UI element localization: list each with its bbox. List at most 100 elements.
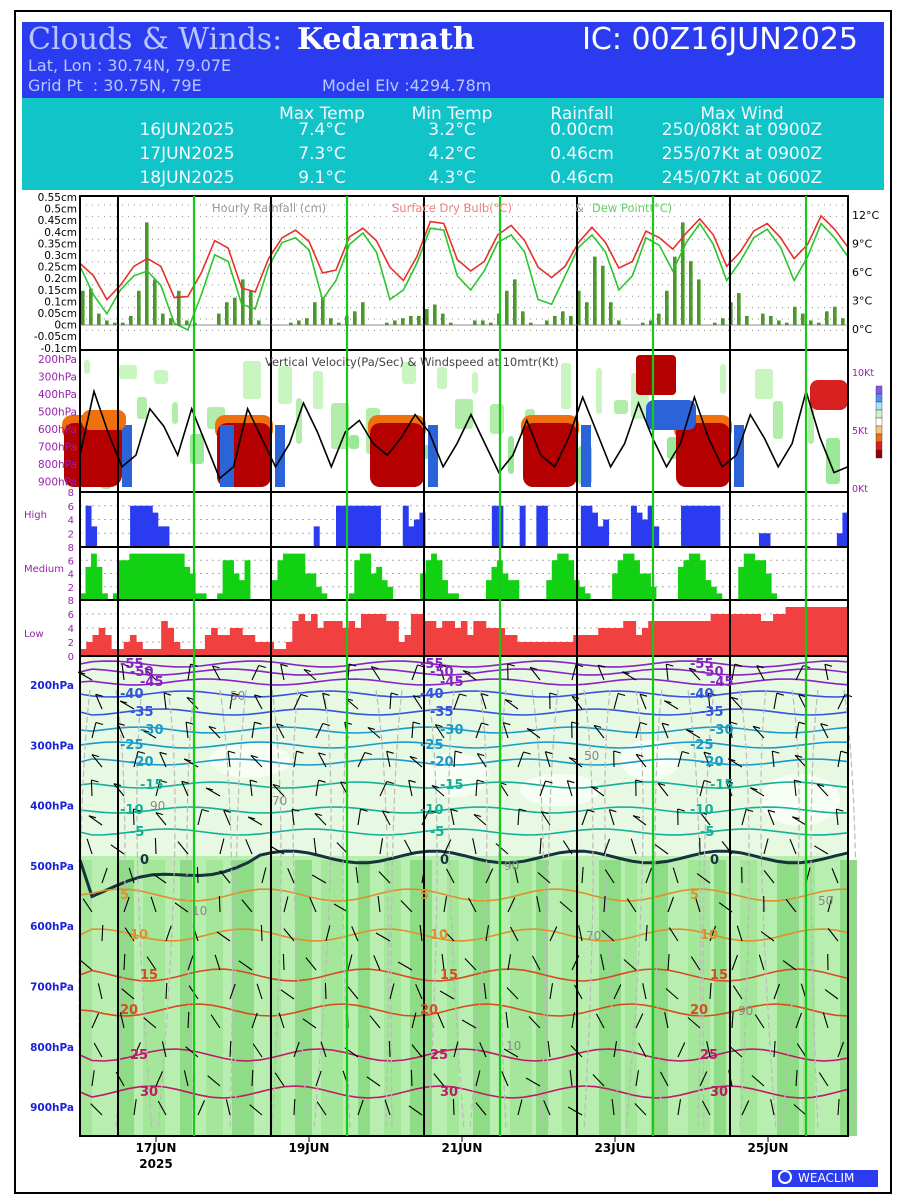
isotherm-line: [79, 888, 849, 902]
medium-bar: [683, 560, 690, 600]
rh-shade: [562, 860, 579, 1136]
low-bar: [460, 621, 468, 656]
low-bar: [154, 649, 162, 656]
isotherm-label: -20: [430, 755, 454, 770]
high-bar: [597, 526, 604, 547]
rain-bar: [641, 322, 645, 325]
logo-icon: [778, 1170, 792, 1184]
low-bar: [192, 649, 200, 656]
wind-barb-flag: [507, 663, 515, 667]
temp-series-line: [79, 214, 849, 301]
vv-legend-swatch: [875, 409, 883, 419]
wind-barb: [567, 1106, 583, 1116]
wind-barb: [249, 780, 253, 797]
low-bar: [123, 642, 131, 656]
medium-bar: [85, 566, 92, 600]
low-bar: [323, 621, 331, 656]
rain-bar: [657, 313, 661, 325]
high-bar: [703, 505, 710, 547]
rh-contour: [760, 689, 777, 1131]
wind-barb-flag: [657, 782, 666, 786]
wind-barb: [502, 722, 509, 739]
rh-contour: [427, 689, 438, 1131]
wind-barb: [529, 667, 541, 681]
wind-barb: [590, 786, 605, 797]
wind-barb: [741, 809, 747, 826]
wind-barb: [752, 725, 765, 739]
low-bar: [298, 614, 306, 656]
rh-contour: [448, 689, 465, 1131]
wind-barb-flag: [413, 695, 421, 699]
wind-barb: [410, 1069, 413, 1087]
wind-barb: [347, 663, 350, 681]
high-bar: [519, 505, 526, 547]
wind-barb: [196, 866, 199, 884]
vv-patch: [561, 363, 571, 409]
wind-barb: [699, 1071, 708, 1087]
wind-barb: [205, 787, 221, 797]
wind-barb: [566, 780, 573, 797]
wind-barb: [626, 898, 637, 913]
wind-barb-flag: [503, 722, 511, 726]
rh-contour: [313, 689, 332, 1131]
rh-shade: [625, 860, 637, 1136]
wind-barb-flag: [677, 808, 685, 812]
temp-series-line: [79, 222, 849, 332]
rain-ytick: -0.1cm: [41, 343, 78, 355]
wind-barb: [792, 816, 807, 826]
rh-contour: [810, 689, 819, 1131]
wind-barb-flag: [360, 808, 368, 812]
vv-updraft: [676, 423, 730, 487]
medium-bar: [123, 560, 130, 600]
low-bar: [448, 621, 456, 656]
wind-barb: [210, 1014, 221, 1029]
rh-contour: [498, 689, 507, 1131]
wind-barb: [388, 1040, 391, 1058]
wind-barb: [581, 809, 589, 826]
wind-barb: [357, 809, 362, 826]
wind-barb: [351, 926, 359, 942]
medium-bar: [173, 553, 180, 600]
summary-table: Max Temp Min Temp Rainfall Max Wind 16JU…: [22, 98, 884, 190]
rain-bar: [665, 290, 669, 325]
rh-shade: [206, 860, 223, 1136]
wind-barb: [251, 1069, 254, 1087]
wind-barb: [596, 1013, 605, 1029]
header-max-temp: Max Temp: [279, 104, 365, 124]
wind-barb: [225, 1099, 231, 1116]
wind-barb-flag: [635, 753, 644, 757]
wind-barb-flag: [450, 808, 458, 812]
low-bar: [598, 628, 605, 656]
wind-barb: [837, 1098, 840, 1116]
wind-barb: [293, 1098, 296, 1116]
rain-bar: [185, 320, 189, 325]
low-bar: [535, 642, 543, 656]
rain-bar: [713, 322, 717, 325]
rh-label: 90: [504, 859, 519, 873]
wind-barb: [574, 984, 583, 1000]
wind-barb: [816, 783, 829, 797]
rh-shade: [473, 860, 490, 1136]
high-bar: [692, 505, 699, 547]
medium-bar: [321, 593, 328, 600]
rh-contour: [186, 689, 195, 1131]
wind-barb: [798, 694, 807, 710]
vv-downdraft: [220, 425, 234, 487]
wind-barb: [197, 809, 203, 826]
low-bar: [704, 621, 712, 656]
high-bar: [541, 505, 548, 547]
wind-barb: [219, 870, 231, 884]
rain-bar: [513, 279, 517, 325]
wind-barb-flag: [794, 754, 803, 758]
wind-barb: [163, 693, 167, 710]
wind-barb: [315, 1070, 322, 1087]
wind-barb: [754, 1014, 765, 1029]
wind-barb-flag: [792, 816, 800, 820]
wind-barb: [95, 694, 103, 710]
wind-barb-flag: [518, 808, 527, 812]
isotherm-label: -40: [120, 687, 144, 702]
rain-bar: [305, 318, 309, 325]
wind-barb: [269, 845, 285, 855]
wind-barb: [539, 780, 547, 797]
rain-bar: [561, 311, 565, 325]
